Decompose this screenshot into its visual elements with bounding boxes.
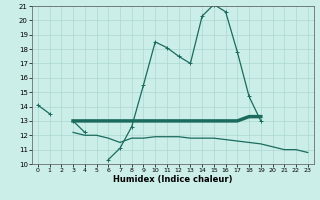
X-axis label: Humidex (Indice chaleur): Humidex (Indice chaleur) [113, 175, 233, 184]
